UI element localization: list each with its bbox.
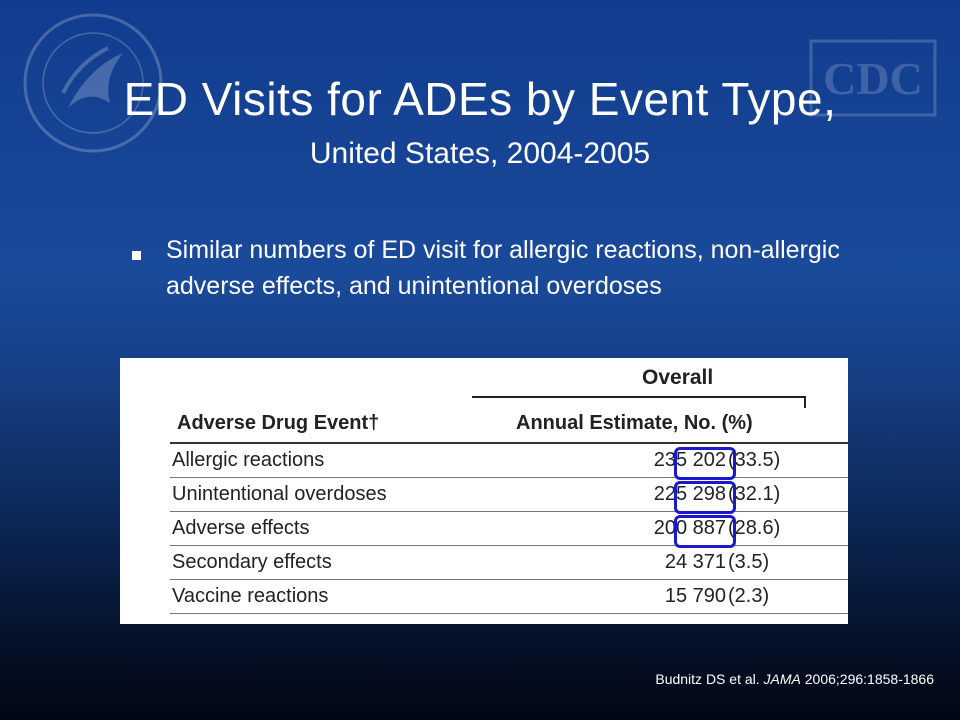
group-header-rule [472, 396, 806, 398]
column-header-estimate: Annual Estimate, No. (%) [516, 412, 753, 434]
citation-journal: JAMA [763, 671, 801, 687]
cell-value: 200 887 [653, 517, 726, 539]
cell-event: Adverse effects [172, 517, 310, 539]
bullet-point: Similar numbers of ED visit for allergic… [132, 232, 872, 304]
cell-event: Secondary effects [172, 551, 332, 573]
cell-event: Allergic reactions [172, 449, 325, 471]
slide-title: ED Visits for ADEs by Event Type, [123, 73, 837, 125]
table-row: Adverse effects 200 887 (28.6) [170, 512, 848, 546]
bullet-text: Similar numbers of ED visit for allergic… [166, 236, 840, 300]
group-header-tick [804, 396, 806, 408]
slide-subtitle: United States, 2004-2005 [309, 137, 651, 170]
cell-percent: (2.3) [728, 585, 770, 607]
citation-authors: Budnitz DS et al. [655, 671, 760, 687]
cell-percent: (32.1) [728, 483, 781, 505]
cell-event: Unintentional overdoses [172, 483, 387, 505]
table-row: Unintentional overdoses 225 298 (32.1) [170, 478, 848, 512]
citation-ref: 2006;296:1858-1866 [804, 671, 934, 687]
hhs-seal-icon [23, 13, 163, 153]
cell-value: 235 202 [653, 449, 726, 471]
cell-percent: (28.6) [728, 517, 781, 539]
cell-percent: (33.5) [728, 449, 781, 471]
cell-value: 225 298 [653, 483, 726, 505]
highlight-box [674, 447, 736, 480]
table-row: Allergic reactions 235 202 (33.5) [170, 444, 848, 478]
ade-table: Overall Adverse Drug Event† Annual Estim… [120, 358, 848, 624]
cell-value: 15 790 [664, 585, 726, 607]
table-row: Secondary effects 24 371 (3.5) [170, 546, 848, 580]
bullet-square-icon [132, 251, 141, 260]
svg-text:CDC: CDC [823, 53, 923, 104]
column-header-event: Adverse Drug Event† [177, 412, 380, 434]
cdc-logo-icon: CDC [809, 39, 937, 117]
cell-percent: (3.5) [728, 551, 770, 573]
cell-event: Vaccine reactions [172, 585, 329, 607]
highlight-box [674, 481, 736, 514]
table-group-header: Overall [642, 366, 714, 389]
header-divider [170, 442, 848, 444]
cell-value: 24 371 [664, 551, 726, 573]
citation: Budnitz DS et al. JAMA 2006;296:1858-186… [655, 671, 934, 687]
table-body: Allergic reactions 235 202 (33.5) Uninte… [170, 444, 848, 614]
table-row: Vaccine reactions 15 790 (2.3) [170, 580, 848, 614]
highlight-box [674, 515, 736, 548]
